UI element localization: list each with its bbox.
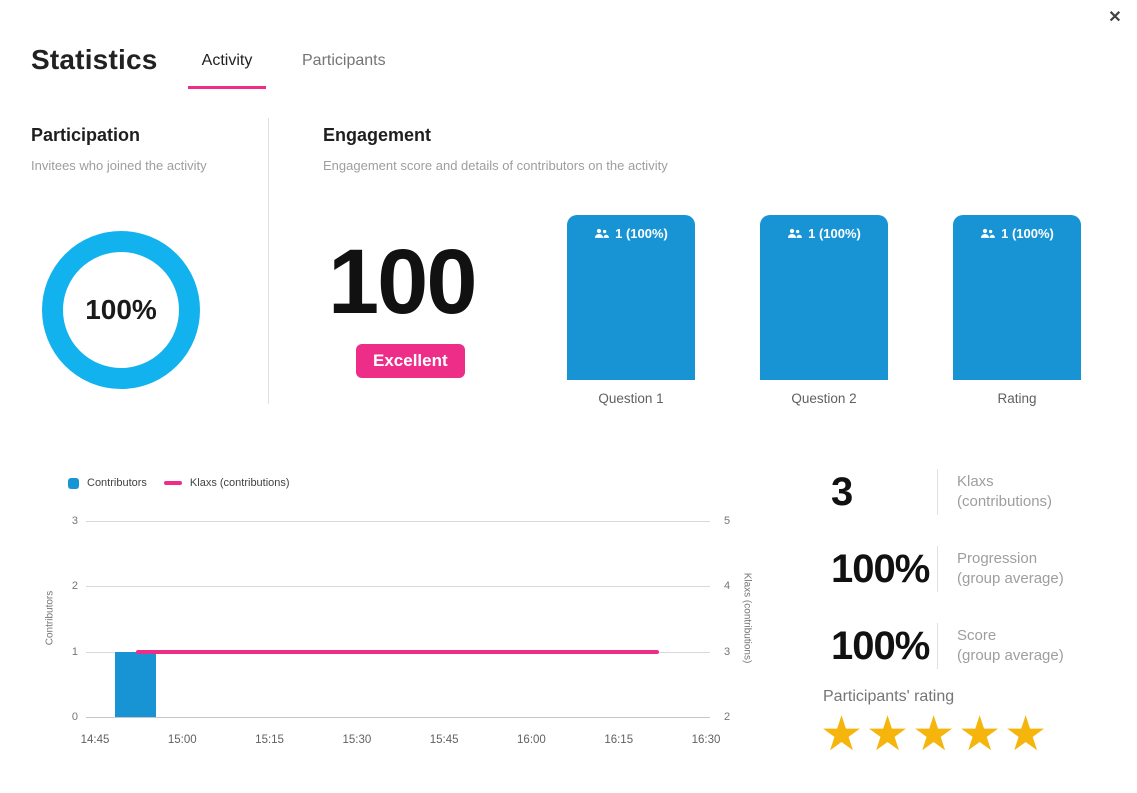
stat-progression: 100% Progression (group average) — [831, 543, 1064, 595]
timeline-plot: 0 1 2 3 2 3 4 5 14:45 15:00 15:15 15:30 15:45 16:00 16… — [72, 515, 730, 746]
contributors-bar — [115, 651, 157, 717]
stat-label-line2: (contributions) — [957, 493, 1053, 510]
bar-value: 1 (100%) — [1001, 226, 1054, 241]
tab-activity[interactable]: Activity — [188, 52, 266, 89]
x-axis-tick: 15:45 — [429, 734, 459, 746]
stat-value: 100% — [831, 546, 930, 591]
engagement-score-badge: Excellent — [356, 344, 465, 378]
x-axis-tick: 15:15 — [255, 734, 284, 746]
x-axis-tick: 15:00 — [167, 734, 197, 746]
left-axis-tick: 2 — [71, 580, 78, 593]
right-axis-title: Klaxs (contributions) — [741, 572, 753, 664]
section-divider — [268, 118, 269, 404]
stat-divider — [937, 546, 938, 592]
star-icon: ★ — [958, 708, 1005, 761]
engagement-bar: 1 (100%) — [760, 215, 888, 380]
gridline — [86, 586, 710, 588]
stat-score: 100% Score (group average) — [831, 620, 1064, 672]
stat-divider — [937, 623, 938, 669]
participation-percentage: 100% — [85, 294, 157, 325]
stat-label-line2: (group average) — [957, 570, 1064, 587]
star-icon: ★ — [912, 708, 959, 761]
stat-label-line1: Score — [957, 627, 997, 644]
legend-label: Klaxs (contributions) — [189, 477, 290, 489]
bar-value: 1 (100%) — [808, 226, 861, 241]
stat-value: 3 — [831, 469, 853, 514]
close-icon[interactable]: ✕ — [1103, 6, 1127, 30]
x-axis-tick: 16:15 — [604, 734, 634, 746]
legend-item-contributors[interactable]: Contributors — [68, 477, 147, 489]
participation-donut-chart: 100% — [42, 231, 200, 389]
stat-label-line2: (group average) — [957, 647, 1064, 664]
gridline — [86, 521, 710, 522]
x-axis-tick: 16:00 — [517, 734, 546, 746]
engagement-bar: 1 (100%) — [953, 215, 1081, 380]
stat-klaxs: 3 Klaxs (contributions) — [831, 466, 1052, 518]
left-axis-tick: 1 — [71, 645, 78, 658]
bar-label: Question 2 — [791, 391, 857, 406]
engagement-subtitle: Engagement score and details of contribu… — [323, 158, 668, 173]
stat-label-line1: Klaxs — [957, 473, 994, 490]
tab-participants[interactable]: Participants — [302, 52, 386, 69]
tab-bar: Activity Participants — [188, 52, 386, 89]
x-axis-tick: 15:30 — [342, 734, 372, 746]
engagement-bar-question-2: 1 (100%) Question 2 — [760, 215, 888, 406]
engagement-score: 100 — [328, 231, 477, 333]
people-icon — [981, 228, 996, 238]
stat-value: 100% — [831, 623, 930, 668]
participants-rating-title: Participants' rating — [823, 688, 955, 705]
chart-legend: Contributors Klaxs (contributions) — [68, 477, 290, 489]
engagement-bar: 1 (100%) — [567, 215, 695, 380]
bar-label: Question 1 — [598, 391, 664, 406]
participation-heading: Participation — [31, 125, 141, 145]
engagement-bar-rating: 1 (100%) Rating — [953, 215, 1081, 406]
page-title: Statistics — [31, 44, 158, 75]
star-icon: ★ — [866, 708, 913, 761]
legend-contributors-swatch — [68, 477, 79, 489]
left-axis-title: Contributors — [44, 590, 56, 646]
stat-label-line1: Progression — [957, 550, 1038, 567]
star-icon: ★ — [820, 708, 867, 761]
bar-value: 1 (100%) — [615, 226, 668, 241]
engagement-heading: Engagement — [323, 125, 432, 145]
participation-subtitle: Invitees who joined the activity — [31, 158, 207, 173]
right-axis-tick: 4 — [724, 580, 731, 593]
left-axis-tick: 3 — [71, 515, 78, 527]
klaxs-line — [135, 649, 660, 654]
people-icon — [595, 228, 610, 238]
right-axis-tick: 2 — [724, 711, 731, 723]
gridline — [86, 717, 710, 718]
legend-klaxs-swatch — [163, 481, 182, 485]
left-axis-tick: 0 — [71, 711, 78, 723]
people-icon — [788, 228, 803, 238]
right-axis-tick: 5 — [724, 515, 731, 527]
x-axis-tick: 16:30 — [691, 734, 721, 746]
star-icon: ★ — [1004, 708, 1051, 761]
legend-item-klaxs[interactable]: Klaxs (contributions) — [163, 477, 290, 489]
rating-stars: ★★★★★ — [820, 706, 1050, 764]
right-axis-tick: 3 — [724, 645, 731, 658]
engagement-bar-question-1: 1 (100%) Question 1 — [567, 215, 695, 406]
bar-label: Rating — [997, 391, 1037, 406]
legend-label: Contributors — [87, 477, 147, 489]
x-axis-tick: 14:45 — [80, 734, 110, 746]
stat-divider — [937, 469, 938, 515]
